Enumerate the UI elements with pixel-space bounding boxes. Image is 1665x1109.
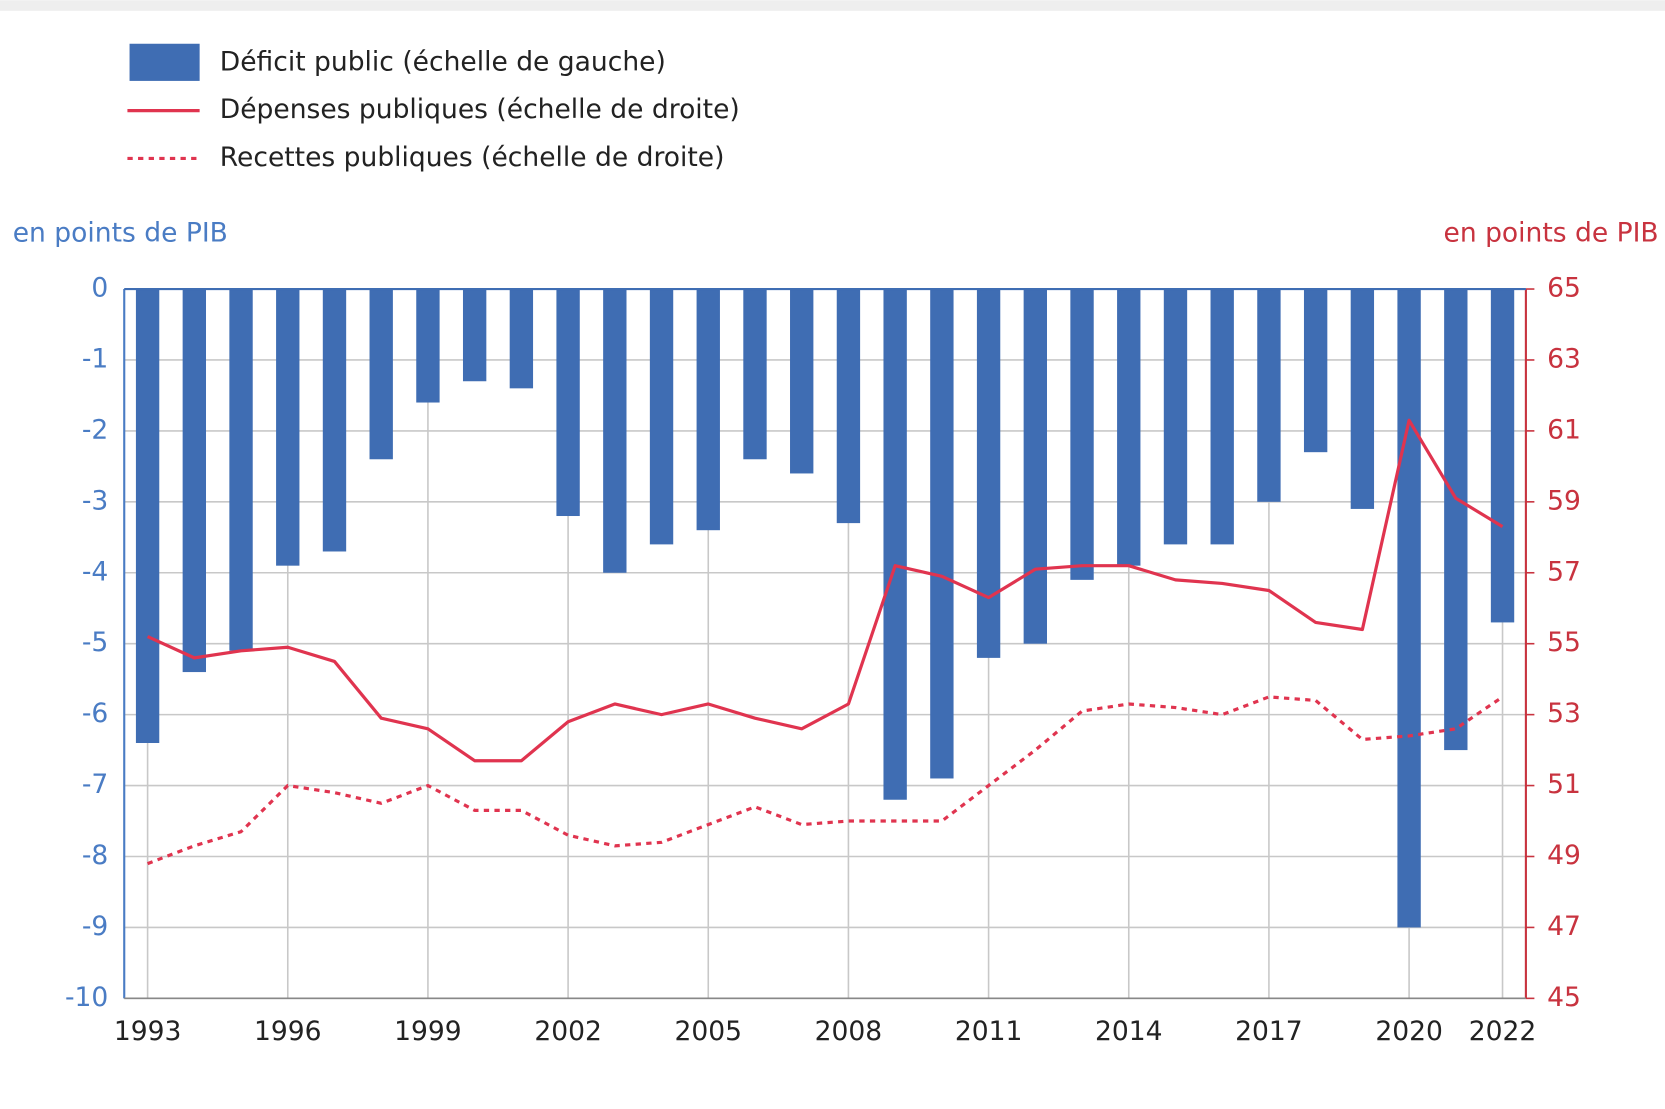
bar	[369, 289, 393, 460]
bar	[1163, 289, 1188, 545]
bar	[1023, 289, 1047, 644]
y-tick-label: -6	[82, 698, 108, 729]
bar	[976, 289, 1001, 658]
bar	[1303, 289, 1328, 453]
y2-tick-label: 47	[1547, 911, 1581, 942]
bar	[462, 289, 487, 382]
bar	[836, 289, 861, 524]
x-tick-label: 2005	[674, 1016, 742, 1047]
y-tick-label: -8	[82, 840, 108, 871]
bar	[229, 289, 253, 651]
bar	[1350, 289, 1375, 509]
x-tick-label: 2014	[1095, 1016, 1163, 1047]
bar	[322, 289, 347, 552]
y2-tick-label: 61	[1547, 414, 1581, 445]
y2-tick-label: 53	[1547, 698, 1581, 729]
y2-tick-label: 45	[1547, 982, 1581, 1013]
x-tick-label: 1999	[394, 1016, 462, 1047]
legend-swatch	[129, 43, 200, 81]
y-tick-label: -5	[82, 627, 108, 658]
top-bar	[0, 0, 1665, 11]
bar	[1210, 289, 1234, 545]
bar	[649, 289, 674, 545]
y-tick-label: -4	[82, 556, 108, 587]
x-tick-label: 2020	[1375, 1016, 1443, 1047]
bar	[790, 289, 814, 474]
y-tick-label: -2	[82, 414, 108, 445]
y-tick-label: -9	[82, 911, 108, 942]
bar	[930, 289, 954, 779]
bar	[743, 289, 767, 460]
bar	[603, 289, 627, 573]
y-axis-title: en points de PIB	[13, 217, 228, 248]
bar	[135, 289, 160, 744]
y2-tick-label: 63	[1547, 343, 1581, 374]
y-tick-label: 0	[91, 273, 108, 304]
y2-tick-label: 65	[1547, 273, 1581, 304]
bar	[883, 289, 907, 800]
x-tick-label: 2002	[534, 1016, 602, 1047]
bar	[1070, 289, 1094, 580]
legend-label: Recettes publiques (échelle de droite)	[220, 142, 725, 173]
bar	[1444, 289, 1468, 751]
bar	[276, 289, 300, 566]
y2-tick-label: 49	[1547, 840, 1581, 871]
y2-tick-label: 51	[1547, 769, 1581, 800]
y-tick-label: -7	[82, 769, 108, 800]
bar	[1257, 289, 1281, 502]
y2-tick-label: 59	[1547, 485, 1581, 516]
x-tick-label: 1996	[254, 1016, 322, 1047]
x-tick-label: 2017	[1235, 1016, 1303, 1047]
line	[146, 418, 1504, 763]
legend-label: Déficit public (échelle de gauche)	[220, 46, 666, 77]
legend-label: Dépenses publiques (échelle de droite)	[220, 94, 740, 125]
y-tick-label: -1	[82, 343, 108, 374]
bar	[1117, 289, 1141, 566]
x-tick-label: 2011	[955, 1016, 1023, 1047]
bar	[556, 289, 580, 517]
y-tick-label: -3	[82, 485, 108, 516]
y2-tick-label: 57	[1547, 556, 1581, 587]
y-tick-label: -10	[65, 982, 108, 1013]
x-tick-label: 2022	[1469, 1016, 1537, 1047]
x-tick-label: 1993	[114, 1016, 182, 1047]
bar	[696, 289, 720, 531]
y2-tick-label: 55	[1547, 627, 1581, 658]
bar	[509, 289, 534, 389]
x-tick-label: 2008	[815, 1016, 883, 1047]
bar	[416, 289, 440, 403]
bar	[182, 289, 207, 673]
bar	[1490, 289, 1515, 623]
y2-axis-title: en points de PIB	[1444, 217, 1659, 248]
bar	[1397, 289, 1421, 928]
line	[147, 695, 1504, 866]
